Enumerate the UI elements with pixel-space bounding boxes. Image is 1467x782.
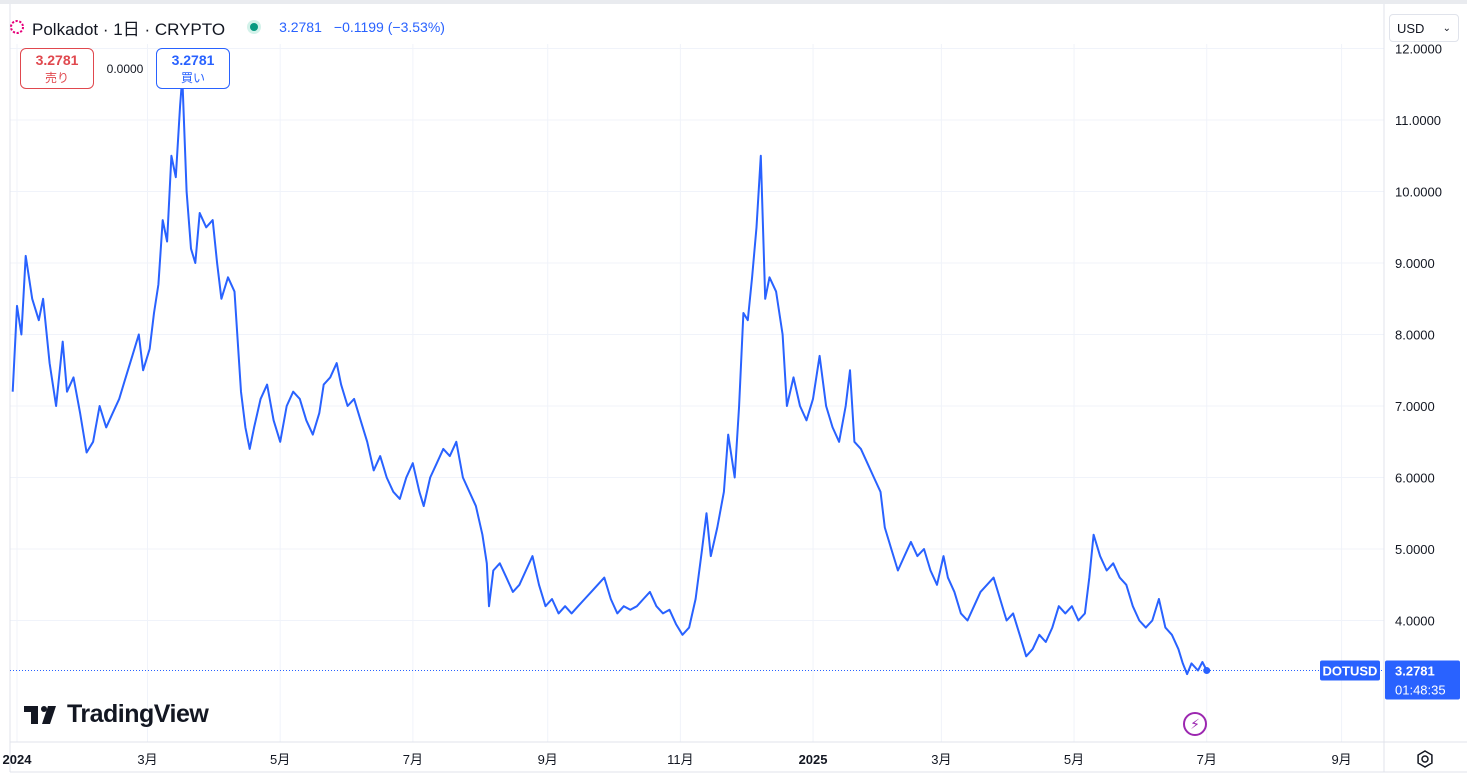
buy-value: 3.2781 (171, 51, 215, 68)
x-tick-label: 3月 (931, 752, 951, 767)
y-tick-label: 6.0000 (1395, 471, 1435, 486)
buy-button[interactable]: 3.2781 買い (156, 48, 230, 89)
price-series-line[interactable] (11, 76, 1208, 676)
x-tick-label: 5月 (270, 752, 290, 767)
x-tick-label: 7月 (1197, 752, 1217, 767)
x-tick-label: 11月 (667, 752, 694, 767)
sell-value: 3.2781 (35, 51, 79, 68)
buy-sell-panel: 3.2781 売り 0.0000 3.2781 買い (20, 48, 230, 89)
x-tick-label: 2025 (799, 752, 828, 767)
price-change: −0.1199 (−3.53%) (333, 19, 445, 35)
currency-select[interactable]: USD ⌄ (1389, 14, 1459, 42)
x-tick-label: 2024 (3, 752, 33, 767)
chevron-down-icon: ⌄ (1442, 22, 1451, 34)
tradingview-brand: TradingView (67, 700, 209, 728)
x-tick-label: 9月 (538, 752, 558, 767)
y-tick-label: 10.0000 (1395, 185, 1442, 200)
spread-value: 0.0000 (106, 61, 144, 76)
tradingview-logo[interactable]: TradingView (24, 700, 209, 729)
tradingview-logo-icon (24, 705, 56, 724)
lightning-icon[interactable]: ⚡ (1183, 712, 1207, 736)
last-price: 3.2781 (279, 19, 322, 35)
y-tick-label: 8.0000 (1395, 328, 1435, 343)
sell-button[interactable]: 3.2781 売り (20, 48, 94, 89)
symbol-tag: DOTUSD (1323, 664, 1378, 679)
last-price-point[interactable] (1203, 667, 1211, 675)
symbol-tag-bg (1320, 660, 1380, 681)
y-tick-label: 7.0000 (1395, 399, 1435, 414)
sell-label: 売り (44, 70, 69, 85)
x-tick-label: 5月 (1064, 752, 1084, 767)
x-tick-label: 3月 (137, 752, 157, 767)
y-tick-label: 12.0000 (1395, 42, 1442, 57)
y-tick-label: 9.0000 (1395, 256, 1435, 271)
polkadot-logo-icon (10, 20, 24, 34)
symbol-header: Polkadot · 1日 · CRYPTO 3.2781 −0.1199 (−… (10, 12, 445, 42)
x-tick-label: 9月 (1331, 752, 1351, 767)
price-axis-label-bg (1385, 660, 1460, 700)
y-tick-label: 4.0000 (1395, 614, 1435, 629)
symbol-title[interactable]: Polkadot · 1日 · CRYPTO (32, 19, 226, 39)
y-tick-label: 11.0000 (1395, 113, 1441, 128)
buy-label: 買い (180, 70, 205, 85)
y-tick-label: 5.0000 (1395, 542, 1435, 557)
price-axis-label: 3.2781 (1395, 664, 1435, 679)
settings-icon[interactable] (1416, 750, 1434, 768)
x-tick-label: 7月 (403, 752, 423, 767)
currency-label: USD (1397, 20, 1425, 36)
market-status-dot-icon[interactable] (247, 20, 262, 34)
countdown-label: 01:48:35 (1395, 683, 1446, 698)
